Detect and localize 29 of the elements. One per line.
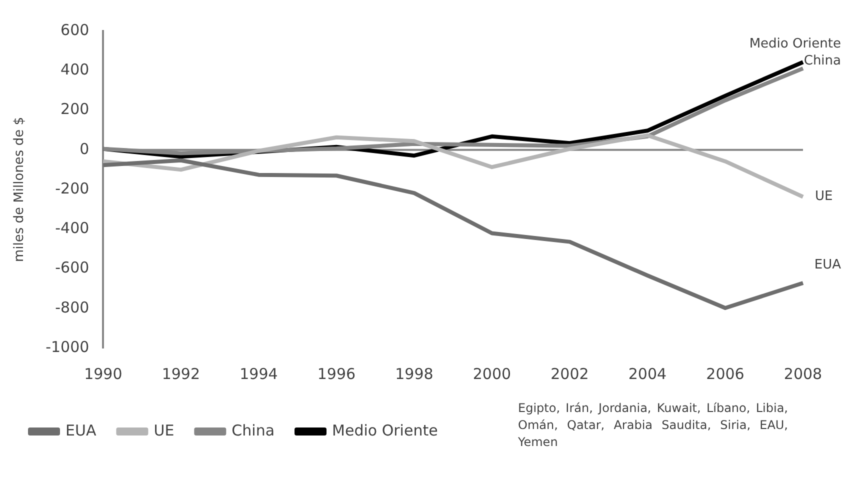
- x-tick-label: 1990: [84, 364, 122, 383]
- legend-label: EUA: [66, 421, 97, 440]
- x-tick-label: 1998: [395, 364, 434, 383]
- y-tick-label: -1000: [46, 338, 90, 356]
- text: China: [804, 53, 842, 68]
- y-axis-title: miles de Millones de $: [12, 117, 28, 262]
- y-tick-label: -200: [55, 179, 90, 198]
- y-tick-label: -400: [55, 219, 90, 238]
- text: EUA: [814, 257, 842, 272]
- x-tick-label: 2002: [550, 364, 589, 383]
- x-tick-label: 1994: [240, 364, 278, 383]
- y-tick-label: -800: [55, 298, 90, 316]
- text: Egipto, Irán, Jordania, Kuwait, Líbano, Libia, Omán, Qatar, Arabia Saudita, Siria, EAU, Yemen: [518, 400, 788, 451]
- text: UE: [815, 189, 833, 204]
- legend-label: China: [232, 421, 275, 440]
- legend-label: Medio Oriente: [332, 421, 438, 440]
- x-tick-label: 2004: [628, 364, 667, 383]
- y-tick-label: 0: [80, 140, 90, 158]
- text: Medio Oriente: [749, 36, 841, 52]
- x-tick-label: 1992: [162, 364, 200, 383]
- x-tick-label: 1996: [317, 364, 356, 383]
- legend-label: UE: [154, 421, 174, 440]
- y-tick-label: 600: [60, 20, 90, 39]
- y-tick-label: 200: [60, 100, 90, 118]
- y-tick-label: 400: [60, 60, 90, 79]
- x-tick-label: 2006: [706, 364, 744, 383]
- x-tick-label: 2000: [472, 364, 512, 383]
- y-tick-label: -600: [55, 258, 90, 277]
- x-tick-label: 2008: [784, 364, 822, 383]
